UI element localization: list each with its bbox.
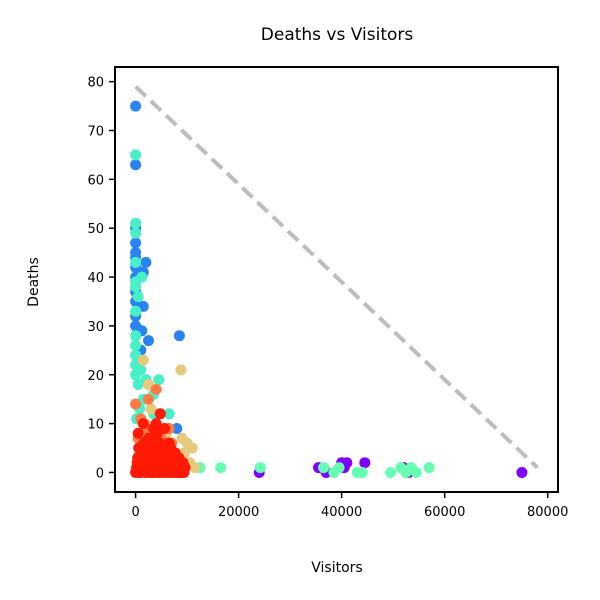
data-point [130,398,142,410]
data-point [130,256,142,268]
data-point [359,457,371,469]
x-tick-label: 20000 [218,505,259,520]
data-point [159,467,171,478]
data-point [130,305,142,317]
data-point [130,149,142,161]
data-point [140,256,152,268]
y-tick-label: 20 [87,369,104,384]
x-tick-label: 60000 [424,505,465,520]
y-tick-label: 70 [87,125,104,140]
data-point [137,354,149,366]
data-point [154,408,166,420]
data-point [215,462,227,474]
data-point [130,159,142,171]
data-point [130,100,142,112]
data-point [356,467,368,478]
data-point [333,462,345,474]
data-point [146,467,158,478]
y-tick-label: 80 [87,76,104,91]
y-tick-label: 0 [96,466,104,481]
data-point [135,364,147,376]
data-point [135,452,147,464]
data-point [130,237,142,249]
reference-line [134,85,539,470]
plot-frame [114,66,559,493]
data-point [148,423,160,434]
data-point [137,418,149,430]
data-point [318,462,330,474]
y-axis-label: Deaths [26,257,42,307]
x-tick-label: 80000 [527,505,568,520]
data-point [130,330,142,342]
x-axis: 0 20000 40000 60000 80000 [131,492,568,520]
data-point [163,437,175,449]
data-point [169,447,181,459]
data-point [175,457,187,469]
data-point [145,403,157,415]
data-point [175,364,187,376]
x-tick-label: 0 [131,505,139,520]
data-point [163,408,175,420]
data-point [153,374,165,386]
data-point [132,427,144,439]
data-point [130,281,142,293]
data-point [171,423,183,434]
x-axis-label: Visitors [311,560,362,576]
data-point [189,462,201,474]
data-point [150,383,162,395]
data-point [254,462,266,474]
data-point [423,462,435,474]
data-point [159,423,170,434]
y-axis: 0 10 20 30 40 50 60 70 80 [87,76,115,481]
data-point [130,339,142,351]
data-point [385,467,397,478]
y-tick-label: 30 [87,320,104,335]
x-tick-label: 40000 [321,505,362,520]
data-point [144,457,155,469]
y-tick-label: 10 [87,418,104,433]
data-point [143,393,154,405]
data-point [130,227,142,239]
data-point [410,467,422,478]
data-point [173,467,185,478]
data-point [130,217,142,229]
data-point [143,335,154,347]
plot-points [130,100,528,478]
y-tick-label: 40 [87,271,104,286]
chart-title: Deaths vs Visitors [261,25,414,45]
data-point [130,320,142,332]
y-tick-label: 60 [87,173,104,188]
y-tick-label: 50 [87,222,104,237]
data-point [136,271,148,283]
data-point [132,291,144,303]
data-point [173,330,185,342]
data-point [516,467,528,478]
